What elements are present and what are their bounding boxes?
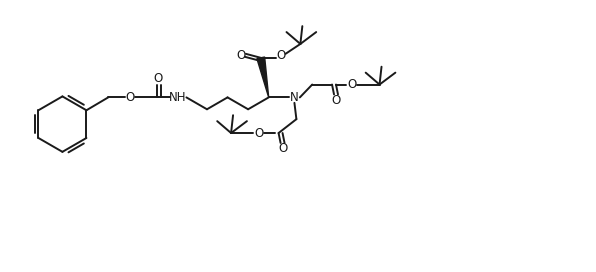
Text: NH: NH	[169, 91, 186, 104]
Text: O: O	[347, 78, 356, 91]
Text: O: O	[254, 126, 263, 140]
Text: O: O	[331, 94, 341, 107]
Text: O: O	[278, 142, 287, 155]
Text: O: O	[237, 49, 246, 62]
Text: O: O	[276, 49, 285, 62]
Text: O: O	[153, 72, 162, 85]
Text: N: N	[290, 91, 299, 104]
Polygon shape	[257, 57, 269, 97]
Text: O: O	[125, 91, 135, 104]
